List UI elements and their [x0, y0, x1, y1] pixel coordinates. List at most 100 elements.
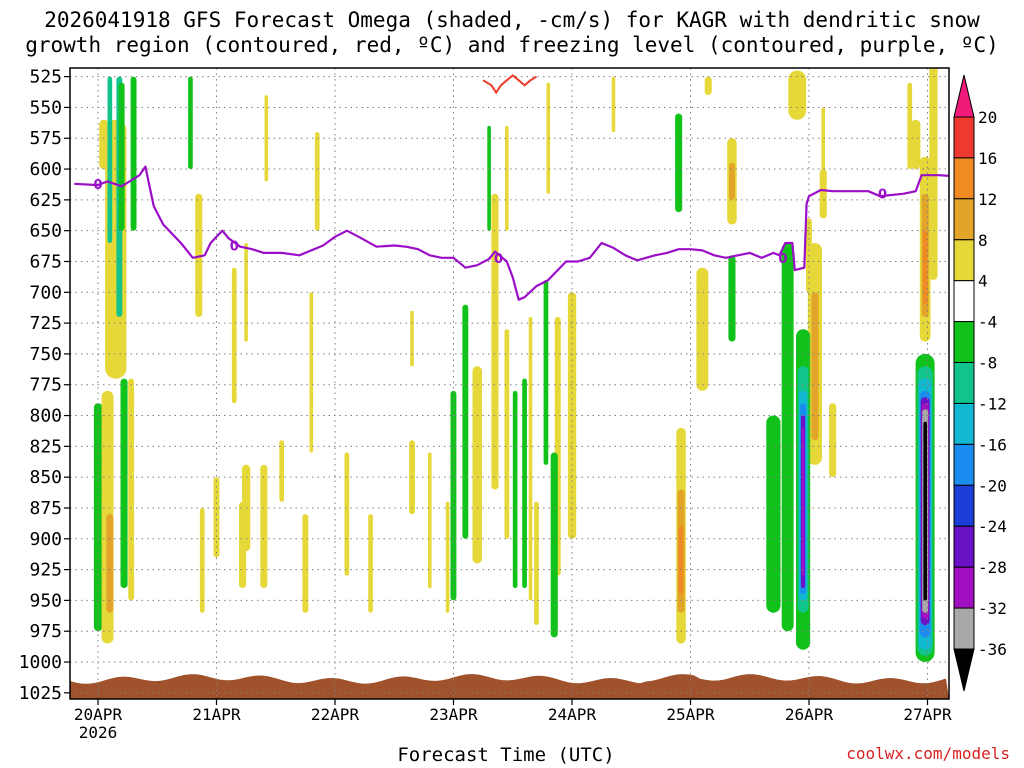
omega-cell — [302, 514, 309, 613]
omega-cell — [188, 76, 193, 169]
x-tick-label: 25APR — [666, 705, 715, 724]
y-tick-label: 750 — [29, 344, 62, 365]
colorbar-label: -28 — [978, 558, 1007, 577]
omega-cell — [472, 366, 482, 564]
y-tick-label: 725 — [29, 313, 62, 334]
omega-cell — [99, 119, 109, 170]
colorbar-label: -24 — [978, 517, 1007, 536]
y-tick-label: 850 — [29, 467, 62, 488]
omega-cell — [675, 113, 683, 213]
colorbar-bottom-arrow — [953, 648, 975, 692]
omega-cell — [781, 243, 794, 632]
omega-cell — [811, 292, 819, 441]
colorbar-bin — [953, 198, 975, 241]
omega-cell — [128, 378, 135, 601]
y-tick-label: 900 — [29, 529, 62, 550]
y-tick-label: 925 — [29, 560, 62, 581]
omega-cell — [213, 477, 220, 558]
terrain-fill — [70, 674, 949, 699]
site-credit[interactable]: coolwx.com/models — [846, 744, 1010, 763]
y-tick-label: 800 — [29, 406, 62, 427]
omega-cell — [199, 508, 205, 613]
x-tick-label: 23APR — [429, 705, 478, 724]
omega-cell — [450, 390, 457, 601]
freezing-level-label: 0 — [494, 252, 503, 267]
x-tick-label: 21APR — [192, 705, 241, 724]
freezing-level-label: 0 — [93, 178, 102, 193]
colorbar-bin — [953, 362, 975, 404]
colorbar-label: -8 — [978, 354, 997, 373]
contour-lines: 0 0 0 0 0 — [74, 74, 949, 301]
omega-cell — [907, 82, 913, 170]
omega-cell — [428, 452, 432, 589]
x-axis-label: Forecast Time (UTC) — [397, 744, 615, 766]
colorbar-label: 20 — [978, 108, 997, 127]
y-tick-label: 675 — [29, 251, 62, 272]
omega-cell — [309, 292, 314, 453]
freezing-level-label: 0 — [878, 188, 887, 203]
omega-cell — [279, 440, 284, 502]
omega-cell — [910, 119, 921, 170]
omega-cell — [929, 68, 938, 280]
colorbar-bin — [953, 280, 975, 323]
omega-cell — [130, 76, 137, 231]
chart-title-line-2: growth region (contoured, red, ºC) and f… — [25, 33, 999, 57]
omega-cell — [239, 501, 247, 589]
y-tick-label: 650 — [29, 221, 62, 242]
colorbar-label: -12 — [978, 395, 1007, 414]
omega-cell — [504, 329, 510, 539]
omega-cell — [546, 82, 551, 194]
freezing-level-label: 0 — [778, 252, 787, 267]
omega-cell — [505, 125, 509, 231]
dgz-contour — [482, 74, 538, 95]
omega-cell — [522, 378, 527, 589]
omega-cell — [445, 501, 450, 613]
y-tick-label: 975 — [29, 621, 62, 642]
y-tick-label: 1025 — [19, 683, 62, 704]
colorbar-label: -20 — [978, 476, 1007, 495]
omega-cell — [118, 82, 125, 231]
x-tick-label: 24APR — [548, 705, 597, 724]
x-tick-label: 27APR — [903, 705, 952, 724]
colorbar-label: 12 — [978, 190, 997, 209]
colorbar-bin — [953, 321, 975, 364]
plot-frame — [69, 67, 950, 700]
omega-cell — [195, 193, 203, 317]
x-tick-label: 26APR — [785, 705, 834, 724]
omega-cell — [231, 267, 237, 404]
freezing-level-label: 0 — [230, 239, 239, 254]
omega-cell — [788, 70, 807, 120]
colorbar-label: 4 — [978, 272, 988, 291]
omega-cell — [534, 501, 539, 625]
omega-cell — [550, 452, 558, 638]
omega-cell — [923, 421, 927, 601]
omega-cell — [728, 255, 736, 342]
omega-cell — [106, 514, 114, 613]
y-tick-label: 525 — [29, 67, 62, 88]
colorbar-bin — [953, 157, 975, 200]
omega-cell — [766, 415, 781, 613]
y-axis-ticks: 525 550 575 600 625 650 675 700 725 750 775 800 825 8… — [19, 67, 70, 704]
colorbar-bin — [953, 403, 975, 445]
colorbar-label: -32 — [978, 599, 1007, 618]
omega-cell — [729, 162, 735, 200]
y-tick-label: 825 — [29, 436, 62, 457]
colorbar-bin — [953, 566, 975, 609]
colorbar-label: 16 — [978, 149, 997, 168]
colorbar-label: 8 — [978, 231, 988, 250]
colorbar-bin — [953, 607, 975, 650]
terrain-layer — [70, 674, 949, 699]
omega-cell — [462, 304, 469, 539]
omega-cell — [829, 403, 837, 478]
x-tick-sublabel: 2026 — [79, 723, 118, 742]
omega-cell — [410, 310, 414, 367]
omega-cell — [611, 76, 616, 133]
freezing-level-contour — [74, 165, 949, 301]
omega-cell — [543, 280, 549, 465]
x-tick-label: 22APR — [311, 705, 360, 724]
omega-cell — [260, 464, 268, 588]
omega-cell — [344, 452, 350, 576]
omega-cell — [821, 107, 825, 206]
